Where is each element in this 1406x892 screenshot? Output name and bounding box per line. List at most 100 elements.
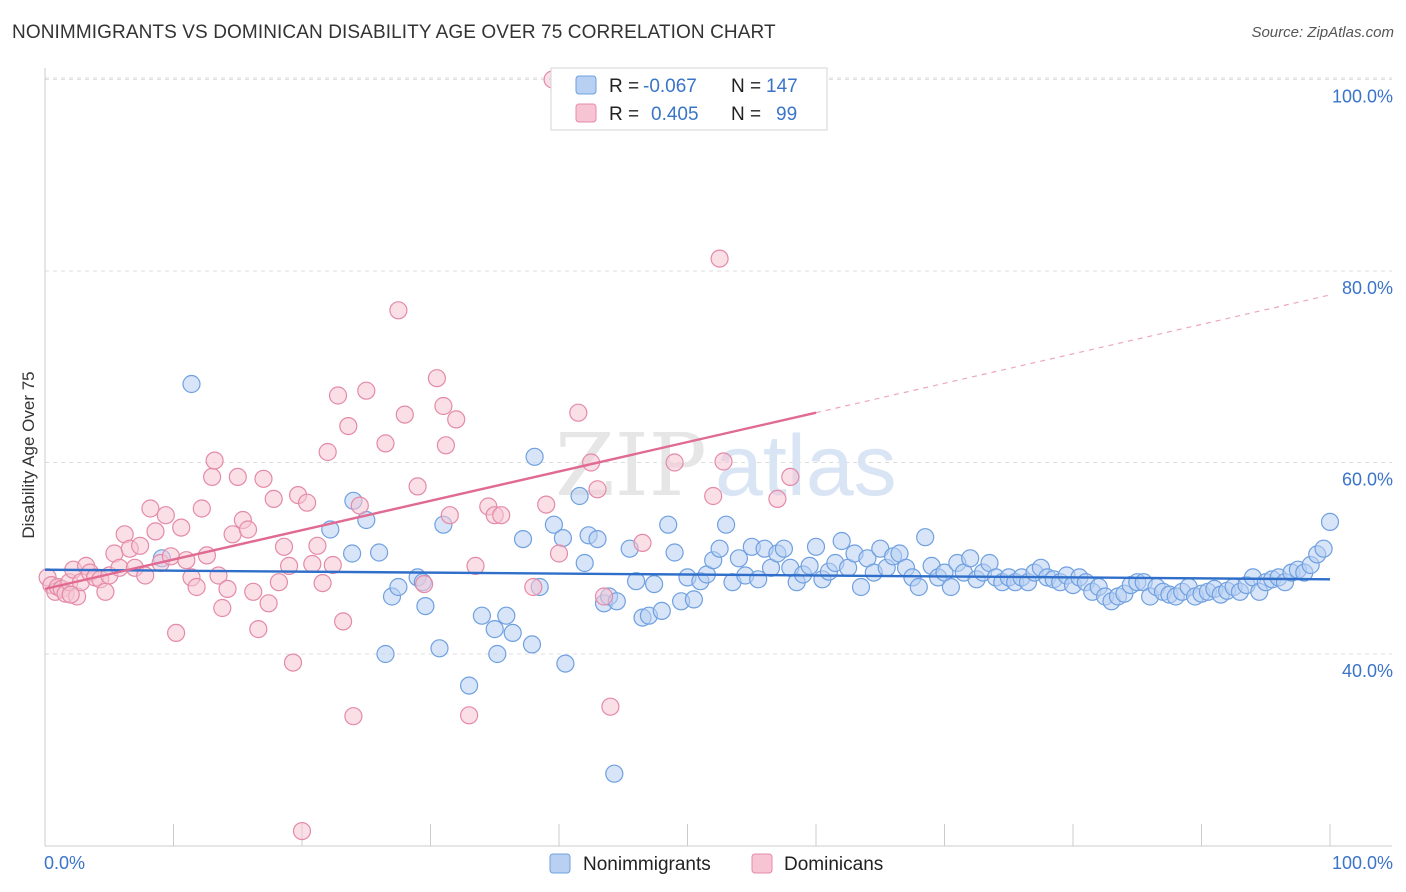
point-dominicans-45 (249, 619, 268, 639)
point-dominicans-68 (389, 301, 408, 320)
legend-n-label-1: N = (731, 76, 761, 97)
point-nonimmigrants-60 (774, 539, 794, 558)
point-nonimmigrants-20 (503, 623, 522, 643)
point-dominicans-59 (318, 442, 337, 462)
point-nonimmigrants-13 (430, 639, 449, 658)
point-dominicans-81 (492, 506, 511, 525)
point-nonimmigrants-64 (800, 556, 819, 576)
point-dominicans-78 (466, 556, 485, 576)
point-dominicans-95 (714, 452, 733, 471)
legend-r-label-1: R = (609, 76, 639, 97)
point-nonimmigrants-22 (522, 635, 542, 654)
point-nonimmigrants-69 (832, 531, 851, 551)
point-dominicans-36 (205, 451, 224, 470)
y-tick-labels: 40.0% 60.0% 80.0% 100.0% (1332, 87, 1393, 682)
bottom-legend-swatch-dominicans (751, 853, 773, 874)
point-dominicans-33 (192, 499, 211, 518)
point-nonimmigrants-27 (556, 654, 575, 673)
point-dominicans-64 (344, 707, 363, 726)
point-dominicans-32 (187, 577, 206, 597)
point-nonimmigrants-50 (710, 539, 729, 558)
point-dominicans-56 (303, 554, 322, 574)
point-dominicans-98 (61, 585, 80, 604)
point-dominicans-72 (427, 369, 446, 388)
point-nonimmigrants-72 (851, 577, 871, 597)
point-nonimmigrants-65 (806, 537, 826, 556)
point-nonimmigrants-53 (729, 549, 749, 568)
series-nonimmigrants-points (152, 374, 1340, 783)
point-dominicans-43 (238, 520, 258, 539)
point-nonimmigrants-89 (961, 549, 980, 568)
chart-source: Source: ZipAtlas.com (1251, 24, 1394, 41)
point-dominicans-46 (254, 469, 273, 488)
trend-lines (44, 294, 1331, 591)
point-dominicans-39 (218, 579, 237, 599)
x-tick-label-0: 0.0% (44, 853, 85, 873)
point-dominicans-91 (633, 533, 652, 553)
point-dominicans-71 (415, 574, 434, 594)
point-nonimmigrants-6 (370, 543, 389, 562)
point-dominicans-88 (588, 480, 607, 499)
point-nonimmigrants-82 (916, 528, 935, 547)
point-nonimmigrants-4 (343, 544, 362, 563)
point-dominicans-62 (334, 612, 353, 631)
trend-line-nonimmigrants (44, 568, 1331, 581)
y-axis-label: Disability Age Over 75 (19, 371, 38, 538)
y-tick-label-2: 80.0% (1342, 278, 1393, 298)
point-nonimmigrants-29 (575, 553, 594, 573)
legend-bottom: Nonimmigrants Dominicans (549, 853, 883, 875)
point-dominicans-57 (308, 536, 327, 555)
legend-swatch-nonimmigrants (575, 75, 597, 95)
point-nonimmigrants-46 (684, 590, 704, 609)
point-dominicans-60 (323, 555, 342, 575)
point-dominicans-28 (167, 623, 186, 643)
legend-n-label-2: N = (731, 104, 761, 125)
point-nonimmigrants-15 (460, 676, 479, 695)
point-nonimmigrants-144 (1314, 539, 1333, 558)
point-dominicans-82 (524, 577, 543, 597)
point-dominicans-89 (594, 587, 614, 606)
y-tick-label-1: 60.0% (1342, 470, 1393, 490)
point-dominicans-51 (280, 556, 299, 576)
point-dominicans-75 (440, 506, 459, 525)
point-dominicans-69 (395, 405, 414, 424)
point-dominicans-21 (131, 536, 150, 555)
point-nonimmigrants-86 (941, 577, 961, 597)
legend-top: R = -0.067 N = 147 R = 0.405 N = 99 (550, 67, 828, 131)
point-dominicans-70 (408, 477, 427, 496)
point-dominicans-35 (203, 467, 222, 486)
point-dominicans-26 (156, 506, 175, 525)
trend-line-dominicans-extension (815, 294, 1331, 414)
point-dominicans-55 (298, 493, 317, 512)
y-tick-label-0: 40.0% (1342, 661, 1393, 681)
legend-swatch-dominicans (575, 103, 597, 123)
point-nonimmigrants-31 (588, 529, 607, 549)
point-dominicans-97 (781, 467, 800, 486)
point-dominicans-66 (357, 381, 376, 400)
point-dominicans-29 (172, 518, 191, 537)
point-dominicans-86 (569, 403, 588, 422)
grid-lines (45, 77, 1392, 655)
point-dominicans-38 (213, 598, 232, 618)
point-nonimmigrants-16 (472, 606, 491, 625)
legend-n-value-1: 147 (766, 76, 798, 97)
point-nonimmigrants-25 (544, 515, 564, 534)
point-dominicans-85 (549, 544, 569, 563)
bottom-legend-label-dominicans: Dominicans (784, 854, 883, 875)
point-nonimmigrants-51 (716, 515, 736, 534)
point-dominicans-44 (244, 582, 263, 601)
point-nonimmigrants-12 (416, 596, 435, 616)
point-nonimmigrants-40 (644, 574, 664, 594)
chart-title: NONIMMIGRANTS VS DOMINICAN DISABILITY AG… (12, 22, 776, 43)
point-nonimmigrants-23 (525, 447, 544, 466)
point-dominicans-49 (269, 573, 288, 592)
point-dominicans-14 (96, 582, 115, 601)
point-dominicans-92 (665, 453, 684, 472)
point-nonimmigrants-0 (182, 374, 201, 394)
point-dominicans-40 (223, 525, 242, 544)
point-nonimmigrants-21 (513, 529, 533, 549)
point-dominicans-76 (447, 410, 466, 429)
point-nonimmigrants-81 (909, 577, 928, 597)
point-dominicans-41 (228, 467, 247, 486)
watermark-atlas: atlas (715, 418, 897, 514)
